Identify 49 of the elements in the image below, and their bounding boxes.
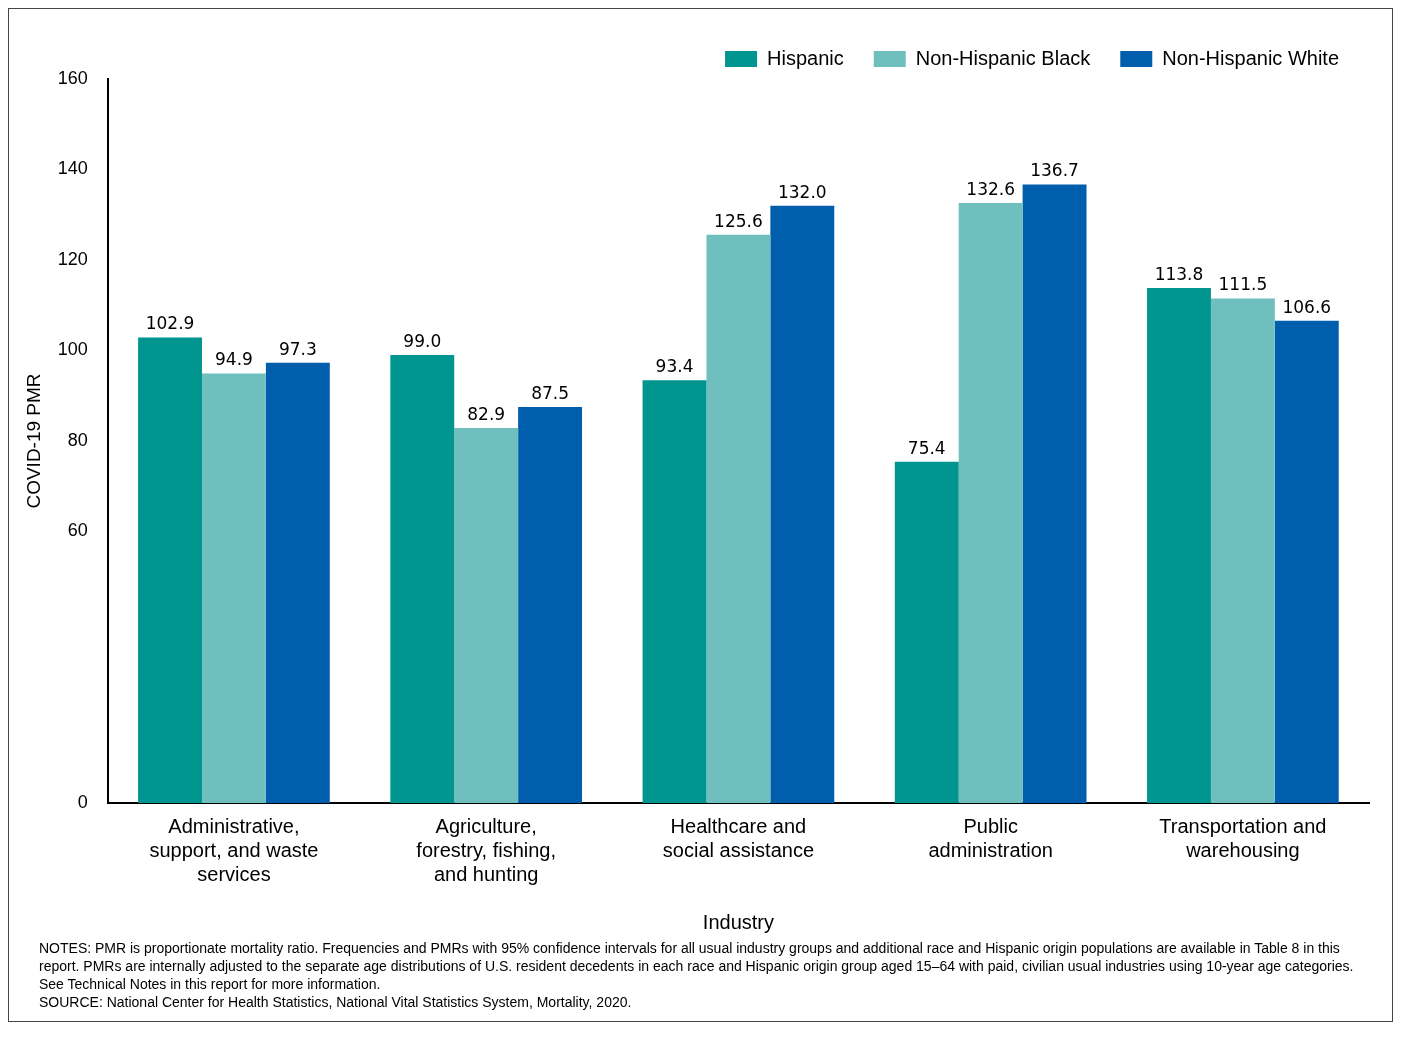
data-label: 93.4 [655,356,694,377]
data-label: 87.5 [531,382,570,403]
x-tick-label: Transportation and warehousing [1159,814,1327,861]
data-label: 102.9 [145,313,195,334]
data-label: 125.6 [714,210,763,231]
x-tick-label: Healthcare and social assistance [662,814,815,861]
bar [894,461,959,803]
y-axis-title: COVID-19 PMR [22,373,44,509]
bar [390,355,455,803]
data-label: 106.6 [1282,296,1332,317]
x-axis-title: Industry [702,910,774,933]
x-tick-label: Administrative, support, and waste services [149,814,319,885]
bar [518,407,583,803]
y-tick-label: 100 [57,339,88,360]
bar [138,337,202,803]
bar [1210,298,1275,803]
data-label: 97.3 [278,338,317,359]
data-label: 132.0 [777,181,827,202]
data-label: 113.8 [1154,263,1204,284]
bar [1274,320,1339,803]
text: NOTES: PMR is proportionate mortality ratio. Frequencies and PMRs with 95% confidence intervals for all usual industry groups and additional race and Hispanic origin populations are available in Table 8 in this report. PMRs are internally adjusted to the separate age distributions of U.S. resident decedents in each race and Hispanic origin group aged 15–64 with paid, civilian usual industries using 10-year age categories. See Technical Notes in this report for more information. [39,939,1355,993]
bar [202,373,266,803]
data-label: 111.5 [1218,274,1268,295]
y-tick-label: 160 [57,67,88,88]
y-tick-label: 140 [57,158,88,179]
x-tick-label: Public administration [928,814,1053,861]
y-tick-label: 0 [77,791,88,812]
data-label: 99.0 [403,330,442,351]
data-label: 82.9 [467,403,506,424]
data-label: 94.9 [215,349,253,370]
data-label: 136.7 [1030,160,1079,181]
bar [770,205,835,803]
source-note: SOURCE: National Center for Health Statistics, National Vital Statistics System, Mortality, 2020. [39,993,633,1011]
data-label: 75.4 [907,437,946,458]
x-tick-label: Agriculture, forestry, fishing, and hunting [416,814,557,885]
y-tick-label: 80 [67,429,88,450]
y-tick-label: 120 [57,248,88,269]
bar [958,202,1023,803]
bar [706,234,771,803]
bar [265,362,330,803]
data-label: 132.6 [966,178,1015,199]
legend-label: Hispanic [767,46,844,69]
y-tick-label: 60 [67,520,88,541]
legend-label: Non-Hispanic White [1162,46,1340,69]
bar [1022,184,1087,803]
bar [454,427,519,803]
bar [642,380,707,803]
legend-label: Non-Hispanic Black [915,46,1092,69]
bar [1147,288,1211,803]
